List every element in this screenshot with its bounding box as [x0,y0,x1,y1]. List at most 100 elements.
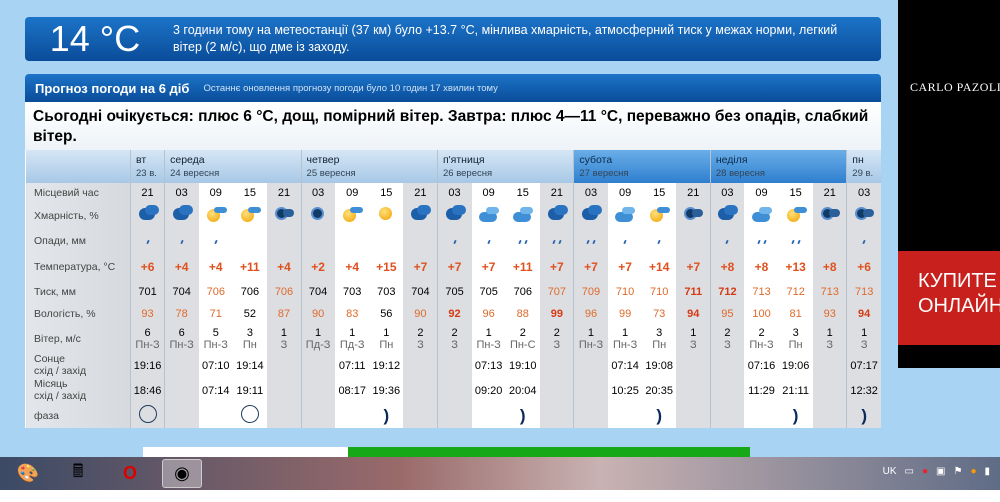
cell-text: 2 [758,327,765,339]
forecast-updated: Останнє оновлення прогнозу погоди було 1… [203,82,498,94]
phase-cell: ) [369,403,404,428]
cell-text: 12:32 [850,384,878,397]
cell-text: 81 [789,308,802,320]
sun-row: Сонце схід / захід 19:16 07:10 19:14 07:11 19:… [25,353,881,378]
cell-text: Пн-З [169,339,194,351]
sun-cell: 19:08 [642,353,677,378]
cell-text: 6 [144,327,151,339]
temp-cell: +8 [744,253,779,280]
day-name: четвер [306,154,340,166]
cell-text: 07:13 [474,359,503,372]
moon-cell [403,378,438,403]
sun-cell: 07:10 [198,353,233,378]
pressure-cell: 704 [300,280,336,303]
paint-icon[interactable]: 🎨 [16,463,40,483]
moon-row: Місяць схід / захід 18:46 07:14 19:11 08:17 19… [25,378,881,403]
temp-cell: +7 [471,253,506,280]
pressure-cell: 707 [539,280,574,303]
power-icon[interactable]: ▮ [984,466,990,477]
precip-cell [642,228,677,253]
advertisement[interactable]: CARLO PAZOLINI КУПИТЕ ОНЛАЙН [898,0,1000,368]
time-cell: 03 [436,183,472,203]
rain-drop-icon [656,235,662,247]
pressure-cell: 704 [403,280,438,303]
time-cell: 03 [573,183,609,203]
cloud-cell [709,203,745,228]
flag-icon[interactable]: ⚑ [953,466,963,477]
sun-cell: 19:12 [369,353,404,378]
cell-text: 19:06 [781,359,810,372]
day-name: субота [579,154,613,166]
cell-text: 08:17 [338,384,366,397]
cell-text: Вітер, м/с [34,333,81,345]
temp-cell: +7 [539,253,574,280]
wind-cell: 1 Пд-З [335,325,370,353]
pressure-cell: 712 [709,280,745,303]
cell-text: З [860,339,868,351]
network-icon[interactable]: ▣ [936,466,946,477]
time-cell: 03 [846,183,881,203]
cloud-cell [335,203,370,228]
pressure-cell: 713 [744,280,779,303]
cloud-cell [744,203,779,228]
cell-text: +4 [208,259,223,274]
ad-cta-button[interactable]: КУПИТЕ ОНЛАЙН [898,251,1000,345]
day-header: пн 29 в. [846,150,881,183]
sun-label: Сонце схід / захід [25,353,131,378]
tray-app-icon[interactable]: ● [921,466,929,477]
temp-cell: +4 [335,253,370,280]
opera-icon[interactable]: O [122,463,137,483]
humidity-cell: 71 [198,303,233,325]
sun-cell: 19:10 [505,353,540,378]
humidity-cell: 90 [300,303,336,325]
wind-cell: 3 Пн [642,325,677,353]
humidity-cell: 96 [573,303,609,325]
wind-cell: 5 Пн-З [198,325,233,353]
bottom-banner[interactable] [143,447,750,457]
phase-cell [129,403,165,428]
cloud-light-icon [751,205,773,223]
sun-icon [375,205,397,223]
language-indicator[interactable]: UK [882,466,897,477]
day-date: 23 в. [136,168,157,179]
humidity-label: Вологість, % [25,303,131,325]
moon-cell [539,378,574,403]
pressure-cell: 713 [846,280,881,303]
sun-cell [403,353,438,378]
cell-text: З [724,339,731,351]
moon-cell: 10:25 [608,378,643,403]
cell-text: Пн [652,339,667,351]
time-label: Місцевий час [25,183,131,203]
rain-drop-icon [861,235,867,247]
day-date: 28 вересня [715,168,765,179]
phase-cell [403,403,438,428]
days-corner [25,150,131,183]
temp-row: Температура, °C +6 +4 +4 +11 +4 +2 +4 +15 +7 +7 +7 +… [25,253,881,280]
chrome-icon[interactable]: ◉ [162,459,202,488]
cell-text: 19:36 [372,384,401,397]
phase-cell [164,403,199,428]
humidity-cell: 92 [436,303,472,325]
calculator-icon[interactable]: 🖩 [72,460,84,481]
cell-text: схід / захід [34,365,87,377]
keyboard-icon[interactable]: ▭ [904,466,914,477]
pressure-cell: 710 [608,280,643,303]
tray-orange-icon[interactable]: ● [970,466,977,477]
cell-text: 15 [243,187,256,199]
crescent-moon-icon: ) [792,405,799,425]
pressure-cell: 703 [369,280,404,303]
precip-cell [505,228,540,253]
moon-cell: 19:36 [369,378,404,403]
cell-text: З [826,339,834,351]
cell-text: +7 [686,259,701,274]
cell-text: 1 [587,327,595,339]
cell-text: Опади, мм [34,234,86,247]
cell-text: 10:25 [611,384,639,397]
sun-cell [164,353,199,378]
cell-text: 2 [417,327,424,339]
wind-cell: 1 Пд-З [300,325,336,353]
cell-text: З [417,339,424,351]
cell-text: 09:20 [474,384,503,397]
rain-drop-icon [145,235,151,247]
phase-cell [266,403,302,428]
